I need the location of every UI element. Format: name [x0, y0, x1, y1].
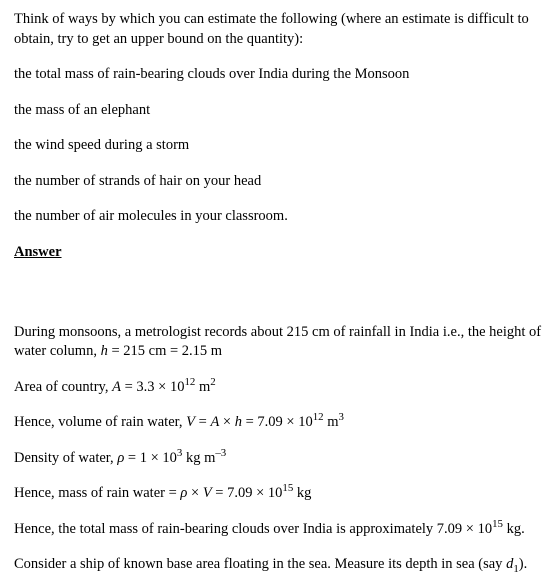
var-A: A	[210, 414, 219, 430]
text: = 215 cm = 2.15 m	[108, 343, 222, 359]
answer-line-6: Hence, the total mass of rain-bearing cl…	[14, 520, 546, 540]
text: kg	[293, 485, 311, 501]
exp: 15	[492, 518, 503, 530]
text: ×	[219, 414, 234, 430]
var-h: h	[101, 343, 108, 359]
var-V: V	[203, 485, 212, 501]
answer-line-2: Area of country, A = 3.3 × 1012 m2	[14, 378, 546, 398]
answer-line-3: Hence, volume of rain water, V = A × h =…	[14, 413, 546, 433]
text: Hence, the total mass of rain-bearing cl…	[14, 521, 492, 537]
question-intro: Think of ways by which you can estimate …	[14, 10, 546, 49]
text: =	[195, 414, 210, 430]
text: kg.	[503, 521, 525, 537]
question-item-1: the total mass of rain-bearing clouds ov…	[14, 65, 546, 85]
text: = 3.3 × 10	[121, 379, 184, 395]
text: m	[324, 414, 339, 430]
text: ).	[519, 556, 527, 572]
answer-heading: Answer	[14, 243, 546, 263]
question-item-4: the number of strands of hair on your he…	[14, 172, 546, 192]
text: During monsoons, a metrologist records a…	[14, 324, 541, 360]
unit-exp: 3	[338, 411, 343, 423]
answer-line-4: Density of water, ρ = 1 × 103 kg m–3	[14, 449, 546, 469]
answer-line-5: Hence, mass of rain water = ρ × V = 7.09…	[14, 484, 546, 504]
exp: 12	[184, 376, 195, 388]
var-h: h	[235, 414, 242, 430]
text: = 1 × 10	[124, 450, 177, 466]
text: Hence, mass of rain water =	[14, 485, 180, 501]
text: Hence, volume of rain water,	[14, 414, 186, 430]
text: Density of water,	[14, 450, 117, 466]
exp: 12	[313, 411, 324, 423]
question-item-3: the wind speed during a storm	[14, 136, 546, 156]
text: kg m	[182, 450, 215, 466]
unit-exp: 2	[210, 376, 215, 388]
exp: 15	[282, 482, 293, 494]
answer-line-1: During monsoons, a metrologist records a…	[14, 323, 546, 362]
text: Consider a ship of known base area float…	[14, 556, 506, 572]
text: m	[195, 379, 210, 395]
question-item-5: the number of air molecules in your clas…	[14, 207, 546, 227]
var-V: V	[186, 414, 195, 430]
unit-exp: –3	[215, 447, 226, 459]
question-item-2: the mass of an elephant	[14, 101, 546, 121]
text: ×	[187, 485, 202, 501]
var-A: A	[112, 379, 121, 395]
text: = 7.09 × 10	[242, 414, 313, 430]
text: = 7.09 × 10	[212, 485, 283, 501]
answer-line-7: Consider a ship of known base area float…	[14, 555, 546, 575]
text: Area of country,	[14, 379, 112, 395]
